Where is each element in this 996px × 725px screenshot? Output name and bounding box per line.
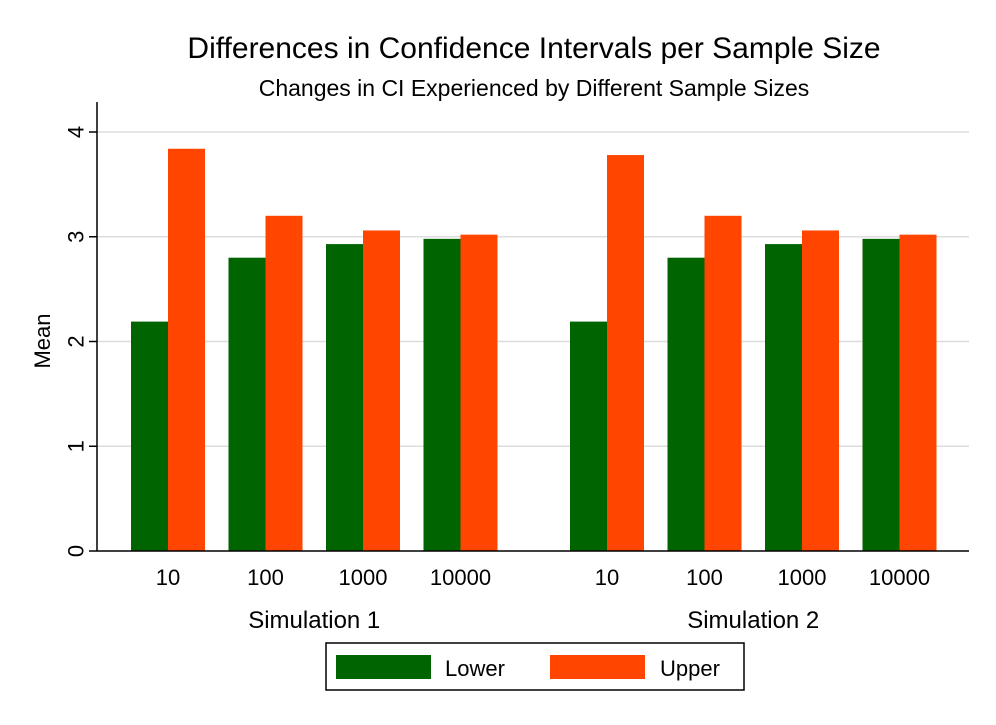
bar-upper-simulation-2-100 [704,215,742,552]
bar-lower-simulation-1-1000 [326,244,363,551]
y-tick-labels: 0 1 2 3 4 [64,126,89,557]
bar-upper-simulation-1-10 [168,148,205,551]
bar-upper-simulation-2-10000 [899,234,937,551]
group-label: Simulation 1 [248,607,380,634]
y-tick-label: 4 [64,126,89,138]
bar-upper-simulation-1-1000 [363,230,400,551]
x-tick-label: 100 [686,565,723,590]
x-tick-labels: 10 100 1000 10000 10 100 1000 10000 [156,565,930,590]
bar-lower-simulation-1-10000 [423,238,461,551]
y-tick-label: 2 [64,335,89,347]
y-tick-label: 1 [64,440,89,452]
x-tick-label: 10000 [430,565,491,590]
bar-lower-simulation-1-10 [131,321,168,551]
bar-lower-simulation-2-1000 [765,244,802,551]
axes [89,102,969,552]
x-tick-label: 1000 [778,565,827,590]
bar-upper-simulation-2-10 [607,155,644,552]
legend: Lower Upper [325,642,745,691]
group-labels: Simulation 1 Simulation 2 [248,607,819,634]
chart-title: Differences in Confidence Intervals per … [187,32,880,65]
bar-lower-simulation-2-10000 [862,238,900,551]
legend-label-upper: Upper [660,656,720,681]
y-tick-label: 3 [64,231,89,243]
legend-swatch-lower [336,655,431,679]
y-tick-label: 0 [64,545,89,557]
bar-lower-simulation-2-10 [570,321,607,551]
x-tick-label: 10 [595,565,619,590]
legend-label-lower: Lower [445,656,505,681]
bars [131,148,937,552]
bar-upper-simulation-2-1000 [802,230,839,551]
chart-subtitle: Changes in CI Experienced by Different S… [259,75,810,101]
y-axis-label: Mean [30,313,55,368]
x-tick-label: 100 [247,565,284,590]
x-tick-label: 10000 [869,565,930,590]
legend-swatch-upper [550,655,645,679]
x-tick-label: 10 [156,565,180,590]
bar-lower-simulation-1-100 [228,257,266,551]
bar-lower-simulation-2-100 [667,257,705,551]
bar-upper-simulation-1-100 [265,215,303,552]
bar-upper-simulation-1-10000 [460,234,498,551]
group-label: Simulation 2 [687,607,819,634]
x-tick-label: 1000 [339,565,388,590]
